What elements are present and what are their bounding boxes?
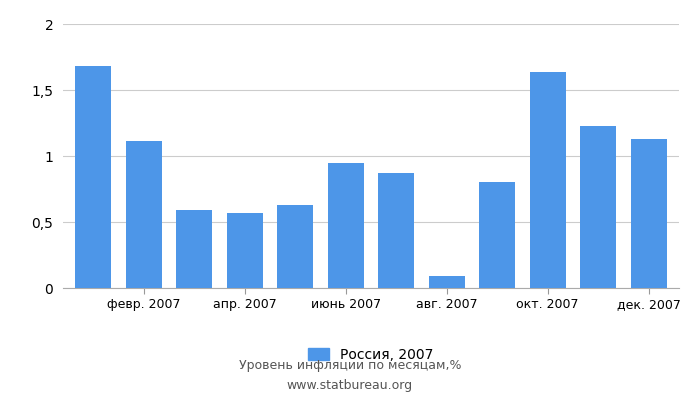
Legend: Россия, 2007: Россия, 2007 — [303, 342, 439, 368]
Bar — [176, 210, 213, 288]
Bar — [277, 205, 314, 288]
Bar — [479, 182, 515, 288]
Bar — [529, 72, 566, 288]
Bar — [378, 173, 414, 288]
Bar — [631, 139, 667, 288]
Bar — [328, 162, 364, 288]
Text: Уровень инфляции по месяцам,%: Уровень инфляции по месяцам,% — [239, 360, 461, 372]
Bar — [227, 213, 263, 288]
Bar — [428, 276, 465, 288]
Bar — [580, 126, 617, 288]
Bar — [125, 142, 162, 288]
Text: www.statbureau.org: www.statbureau.org — [287, 380, 413, 392]
Bar — [75, 66, 111, 288]
